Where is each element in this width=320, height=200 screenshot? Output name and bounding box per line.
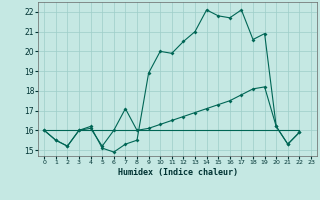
- X-axis label: Humidex (Indice chaleur): Humidex (Indice chaleur): [118, 168, 238, 177]
